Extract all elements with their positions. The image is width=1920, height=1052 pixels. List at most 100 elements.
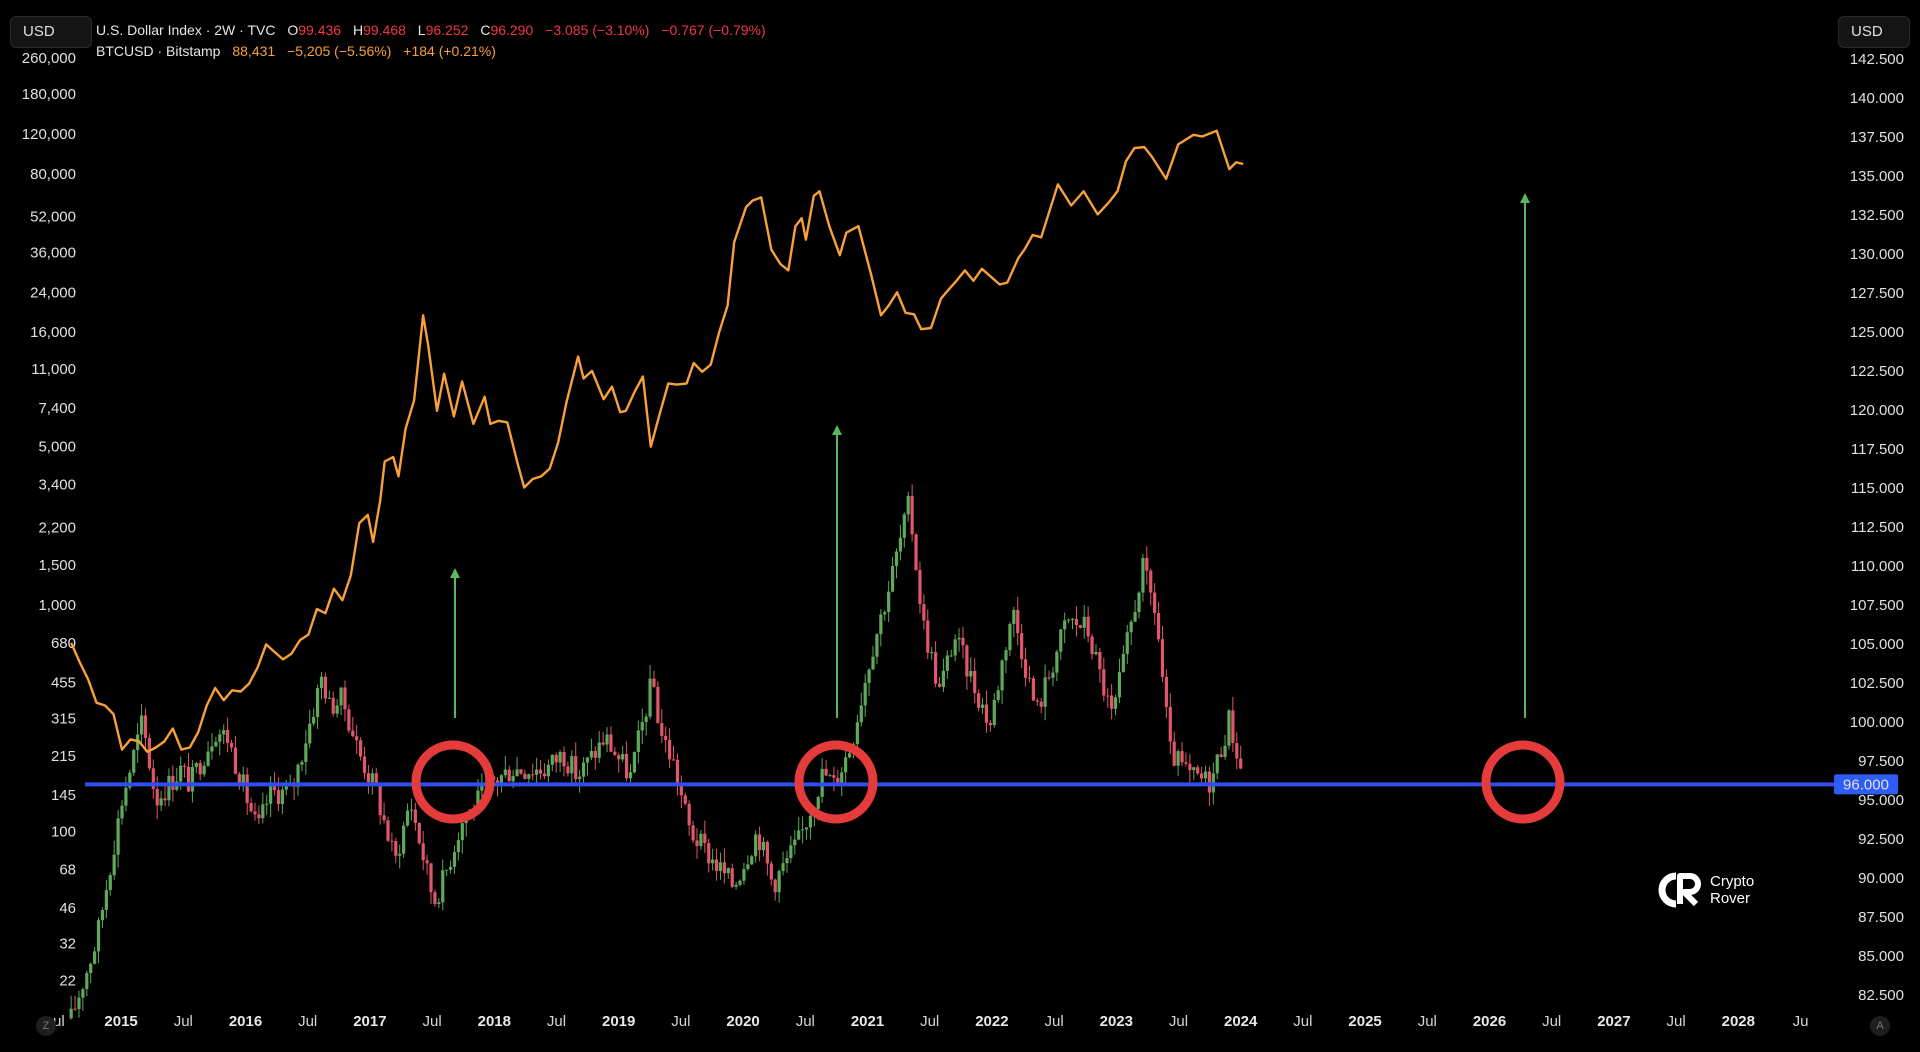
dxy-candle — [894, 551, 899, 566]
dxy-candle — [1016, 609, 1020, 634]
btc-tick-label: 145 — [51, 787, 76, 804]
dxy-candle — [605, 734, 609, 745]
dxy-candles — [69, 484, 1243, 1020]
dxy-candle — [922, 604, 926, 621]
x-tick-label: Jul — [1542, 1013, 1561, 1030]
dxy-name: U.S. Dollar Index · 2W · TVC — [96, 22, 276, 38]
dxy-tick-label: 100.000 — [1850, 714, 1904, 731]
x-tick-label: Jul — [1045, 1013, 1064, 1030]
btc-name: BTCUSD · Bitstamp — [96, 43, 221, 59]
dxy-candle — [730, 868, 734, 887]
x-tick-label: Jul — [796, 1013, 815, 1030]
dxy-candle — [1160, 639, 1165, 677]
dxy-candle — [327, 697, 331, 699]
dxy-tick-label: 117.500 — [1851, 441, 1904, 458]
dxy-candle — [671, 759, 676, 761]
dxy-candle — [319, 676, 324, 689]
dxy-tick-label: 97.500 — [1858, 753, 1904, 770]
dxy-candle — [746, 864, 750, 870]
dxy-candle — [1196, 767, 1200, 774]
dxy-candle — [941, 670, 946, 687]
dxy-candle — [1039, 701, 1043, 707]
btc-tick-label: 3,400 — [38, 477, 76, 494]
dxy-tick-label: 95.000 — [1858, 792, 1904, 809]
dxy-candle — [155, 788, 159, 806]
dxy-candle — [304, 743, 308, 762]
dxy-candle — [386, 820, 390, 841]
dxy-candle — [578, 776, 582, 780]
current-price-tag-text: 96.000 — [1843, 776, 1889, 793]
dxy-candle — [828, 775, 832, 777]
dxy-candle — [816, 796, 820, 810]
dxy-candle — [1188, 763, 1192, 771]
btc-tick-label: 11,000 — [31, 361, 76, 378]
dxy-candle — [769, 863, 773, 880]
x-tick-label: ul — [53, 1013, 65, 1030]
dxy-candle — [668, 739, 672, 760]
btc-change2: +184 (+0.21%) — [403, 43, 496, 59]
dxy-candle — [312, 716, 316, 724]
x-tick-label: Jul — [547, 1013, 566, 1030]
btc-tick-label: 180,000 — [22, 86, 76, 103]
currency-selector-left[interactable]: USD — [10, 16, 92, 48]
dxy-candle — [957, 637, 961, 640]
zoom-button[interactable]: Z — [36, 1016, 56, 1036]
dxy-candle — [85, 973, 89, 990]
dxy-tick-label: 125.000 — [1850, 324, 1904, 341]
dxy-candle — [89, 963, 93, 974]
x-tick-label: Jul — [423, 1013, 442, 1030]
dxy-tick-label: 110.000 — [1851, 558, 1904, 575]
dxy-candle — [742, 869, 746, 881]
dxy-candle — [429, 863, 433, 893]
dxy-tick-label: 137.500 — [1850, 129, 1904, 146]
dxy-candle — [390, 840, 394, 842]
dxy-candle — [245, 774, 249, 803]
dxy-candle — [284, 786, 288, 790]
dxy-candle — [965, 645, 969, 677]
dxy-candle — [249, 802, 253, 812]
dxy-candle — [797, 830, 801, 840]
dxy-candle — [1156, 613, 1161, 640]
dxy-candle — [77, 997, 81, 1010]
x-tick-label: Jul — [1293, 1013, 1312, 1030]
dxy-candle — [664, 735, 668, 740]
dxy-candle — [847, 753, 852, 758]
auto-scale-button[interactable]: A — [1870, 1016, 1890, 1036]
highlight-circle — [1481, 740, 1565, 824]
dxy-candle — [918, 569, 922, 605]
x-tick-label: 2022 — [975, 1013, 1008, 1030]
currency-selector-right[interactable]: USD — [1838, 16, 1910, 48]
dxy-candle — [272, 783, 277, 791]
dxy-candle — [859, 705, 863, 723]
dxy-tick-label: 92.500 — [1858, 831, 1904, 848]
dxy-candle — [683, 795, 687, 804]
dxy-candle — [1074, 618, 1079, 626]
dxy-candle — [1137, 592, 1141, 613]
dxy-candle — [887, 591, 891, 613]
dxy-candle — [1004, 650, 1008, 661]
dxy-candle — [1027, 677, 1032, 679]
dxy-open-label: O — [287, 22, 299, 38]
dxy-candle — [433, 892, 437, 904]
dxy-candle — [570, 756, 574, 774]
dxy-candle — [1168, 707, 1172, 742]
dxy-candle — [883, 612, 887, 615]
dxy-candle — [804, 827, 809, 830]
dxy-candle — [527, 774, 531, 779]
btc-tick-label: 1,000 — [38, 597, 76, 614]
x-tick-label: 2025 — [1348, 1013, 1381, 1030]
dxy-candle — [624, 753, 629, 779]
btc-tick-label: 1,500 — [38, 557, 76, 574]
dxy-candle — [875, 634, 879, 657]
logo-text: Crypto Rover — [1710, 873, 1754, 907]
btc-tick-label: 32 — [59, 936, 76, 953]
dxy-candle — [1047, 677, 1051, 679]
dxy-candle — [1008, 623, 1012, 651]
dxy-candle — [315, 688, 320, 717]
dxy-candle — [265, 803, 269, 805]
dxy-candle — [574, 756, 578, 780]
dxy-candle — [163, 798, 167, 801]
btc-tick-label: 80,000 — [30, 166, 76, 183]
btc-tick-label: 7,400 — [38, 400, 76, 417]
